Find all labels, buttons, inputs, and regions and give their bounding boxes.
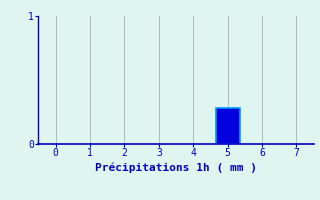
X-axis label: Précipitations 1h ( mm ): Précipitations 1h ( mm ) bbox=[95, 162, 257, 173]
Bar bbox=[216, 108, 240, 144]
